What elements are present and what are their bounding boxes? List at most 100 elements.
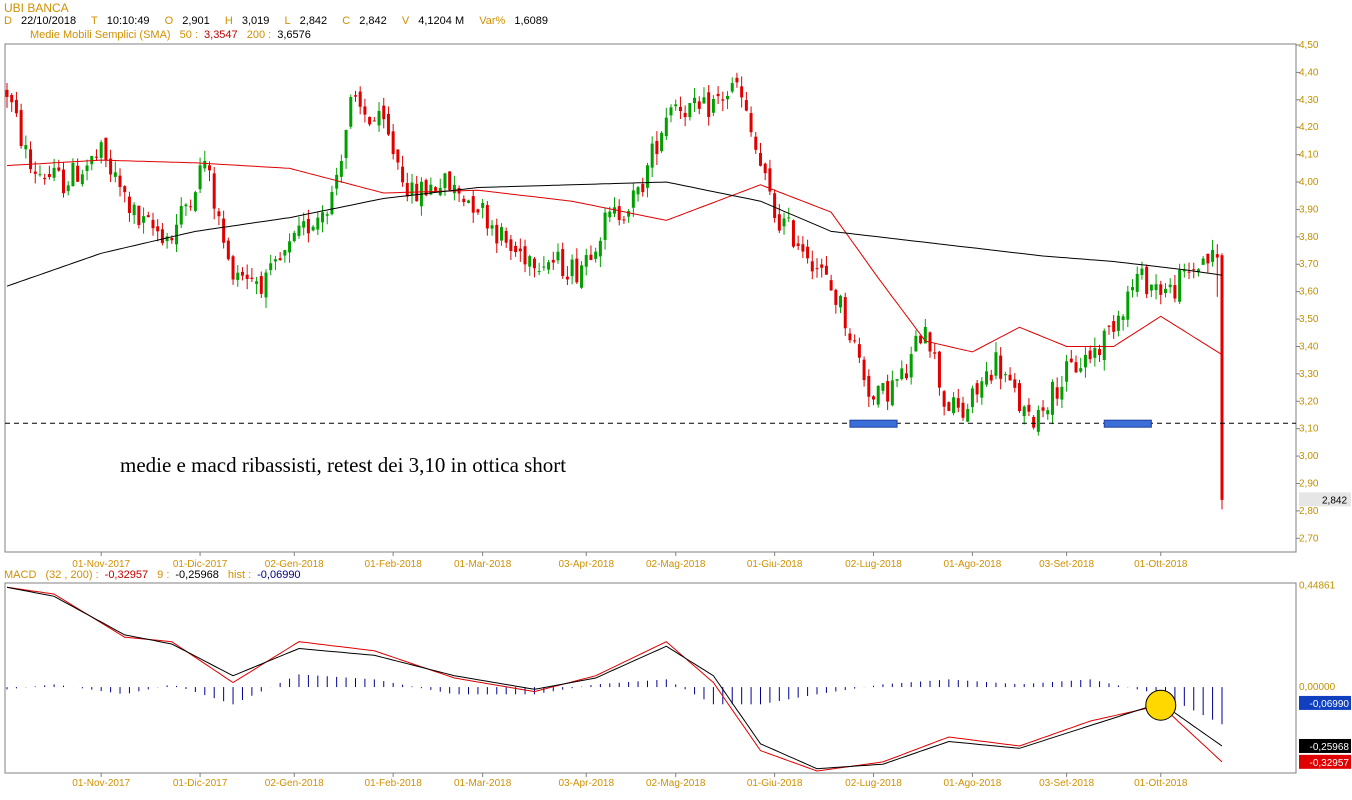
candle-body (212, 173, 216, 209)
price-y-tick-label: 4,10 (1299, 150, 1319, 161)
candle-body (768, 168, 772, 192)
candle-body (203, 160, 207, 169)
candle-body (622, 219, 626, 221)
candle-body (24, 145, 28, 150)
candle-body (1154, 284, 1158, 291)
candle-body (156, 226, 160, 232)
candle-body (255, 281, 259, 284)
candle-body (716, 93, 720, 97)
candle-body (985, 371, 989, 385)
candle-body (372, 120, 376, 122)
candle-body (57, 167, 61, 171)
candle-body (1027, 404, 1031, 412)
price-y-tick-label: 2,80 (1299, 506, 1319, 517)
candle-body (1079, 368, 1083, 372)
macd-legend: MACD (32 , 200) : -0,32957 9 : -0,25968 hi… (4, 569, 307, 581)
candle-body (942, 391, 946, 407)
close-key: C (342, 15, 351, 27)
candle-body (306, 218, 310, 234)
candle-body (29, 149, 33, 170)
highlight-circle (1145, 689, 1177, 721)
last-price-tag (1299, 492, 1351, 507)
sma-legend: Medie Mobili Semplici (SMA) 50 : 3,3547 2… (4, 29, 317, 41)
price-y-tick-label: 4,00 (1299, 177, 1319, 188)
candle-body (678, 106, 682, 112)
macd-line-Signal (6, 586, 1223, 770)
candle-body (952, 397, 956, 414)
candle-body (175, 224, 179, 245)
candle-body (499, 227, 503, 241)
candle-body (970, 388, 974, 408)
candle-body (782, 218, 786, 227)
candle-body (514, 245, 518, 253)
hist-value: -0,06990 (257, 569, 301, 581)
signal-key: 9 : (157, 569, 170, 581)
price-x-tick-label: 01-Ago-2018 (943, 559, 1001, 570)
candle-body (94, 156, 98, 158)
candle-body (198, 165, 202, 190)
candle-body (801, 244, 805, 252)
candle-body (824, 265, 828, 275)
chart-annotation: medie e macd ribassisti, retest dei 3,10… (120, 453, 566, 477)
candle-body (236, 272, 240, 280)
candle-body (867, 375, 871, 397)
price-y-tick-label: 3,20 (1299, 396, 1319, 407)
candle-body (787, 217, 791, 219)
candle-body (528, 256, 532, 267)
candle-body (556, 251, 560, 261)
candle-body (669, 107, 673, 116)
candle-body (1112, 321, 1116, 332)
candle-body (71, 163, 75, 187)
candle-body (806, 246, 810, 259)
candle-body (297, 225, 301, 236)
candle-body (735, 77, 739, 83)
candle-body (47, 174, 51, 178)
macd-x-tick-label: 02-Gen-2018 (265, 778, 324, 789)
candle-body (810, 261, 814, 272)
price-y-tick-label: 2,70 (1299, 533, 1319, 544)
chart-title: UBI BANCA (4, 1, 69, 15)
macd-value: -0,32957 (104, 569, 149, 581)
candle-body (311, 226, 315, 231)
candle-body (99, 142, 103, 158)
candle-body (1140, 268, 1144, 275)
candle-body (575, 258, 579, 283)
candle-body (76, 165, 80, 182)
macd-value-tag (1299, 695, 1351, 710)
price-x-tick-label: 02-Gen-2018 (265, 559, 324, 570)
candle-body (980, 381, 984, 398)
candle-body (269, 263, 273, 271)
candle-body (617, 206, 621, 221)
candle-body (1102, 330, 1106, 360)
macd-value-tag (1299, 738, 1351, 753)
candle-body (481, 202, 485, 208)
candle-body (1131, 287, 1135, 291)
candle-body (919, 335, 923, 344)
macd-label: MACD (4, 569, 37, 581)
candle-body (85, 165, 89, 172)
price-y-tick-label: 4,20 (1299, 122, 1319, 133)
candle-body (1215, 254, 1219, 258)
sma50-value: 3,3547 (204, 29, 238, 41)
price-x-tick-label: 01-Ott-2018 (1134, 559, 1188, 570)
candle-body (815, 268, 819, 270)
candle-body (608, 211, 612, 218)
candle-body (368, 116, 372, 125)
low-key: L (284, 15, 291, 27)
var-key: Var% (479, 15, 506, 27)
candle-body (353, 95, 357, 97)
candle-body (1135, 273, 1139, 292)
candle-body (966, 408, 970, 422)
candle-body (113, 172, 117, 177)
candle-body (443, 173, 447, 189)
price-panel-frame (4, 43, 1297, 553)
price-y-tick-label: 3,70 (1299, 259, 1319, 270)
price-x-tick-label: 03-Apr-2018 (558, 559, 614, 570)
open-key: O (164, 15, 174, 27)
candle-body (1008, 374, 1012, 381)
candle-body (462, 198, 466, 203)
support-zone (849, 419, 898, 428)
macd-params: (32 , 200) : (45, 569, 99, 581)
candle-body (264, 272, 268, 298)
candle-body (631, 190, 635, 208)
